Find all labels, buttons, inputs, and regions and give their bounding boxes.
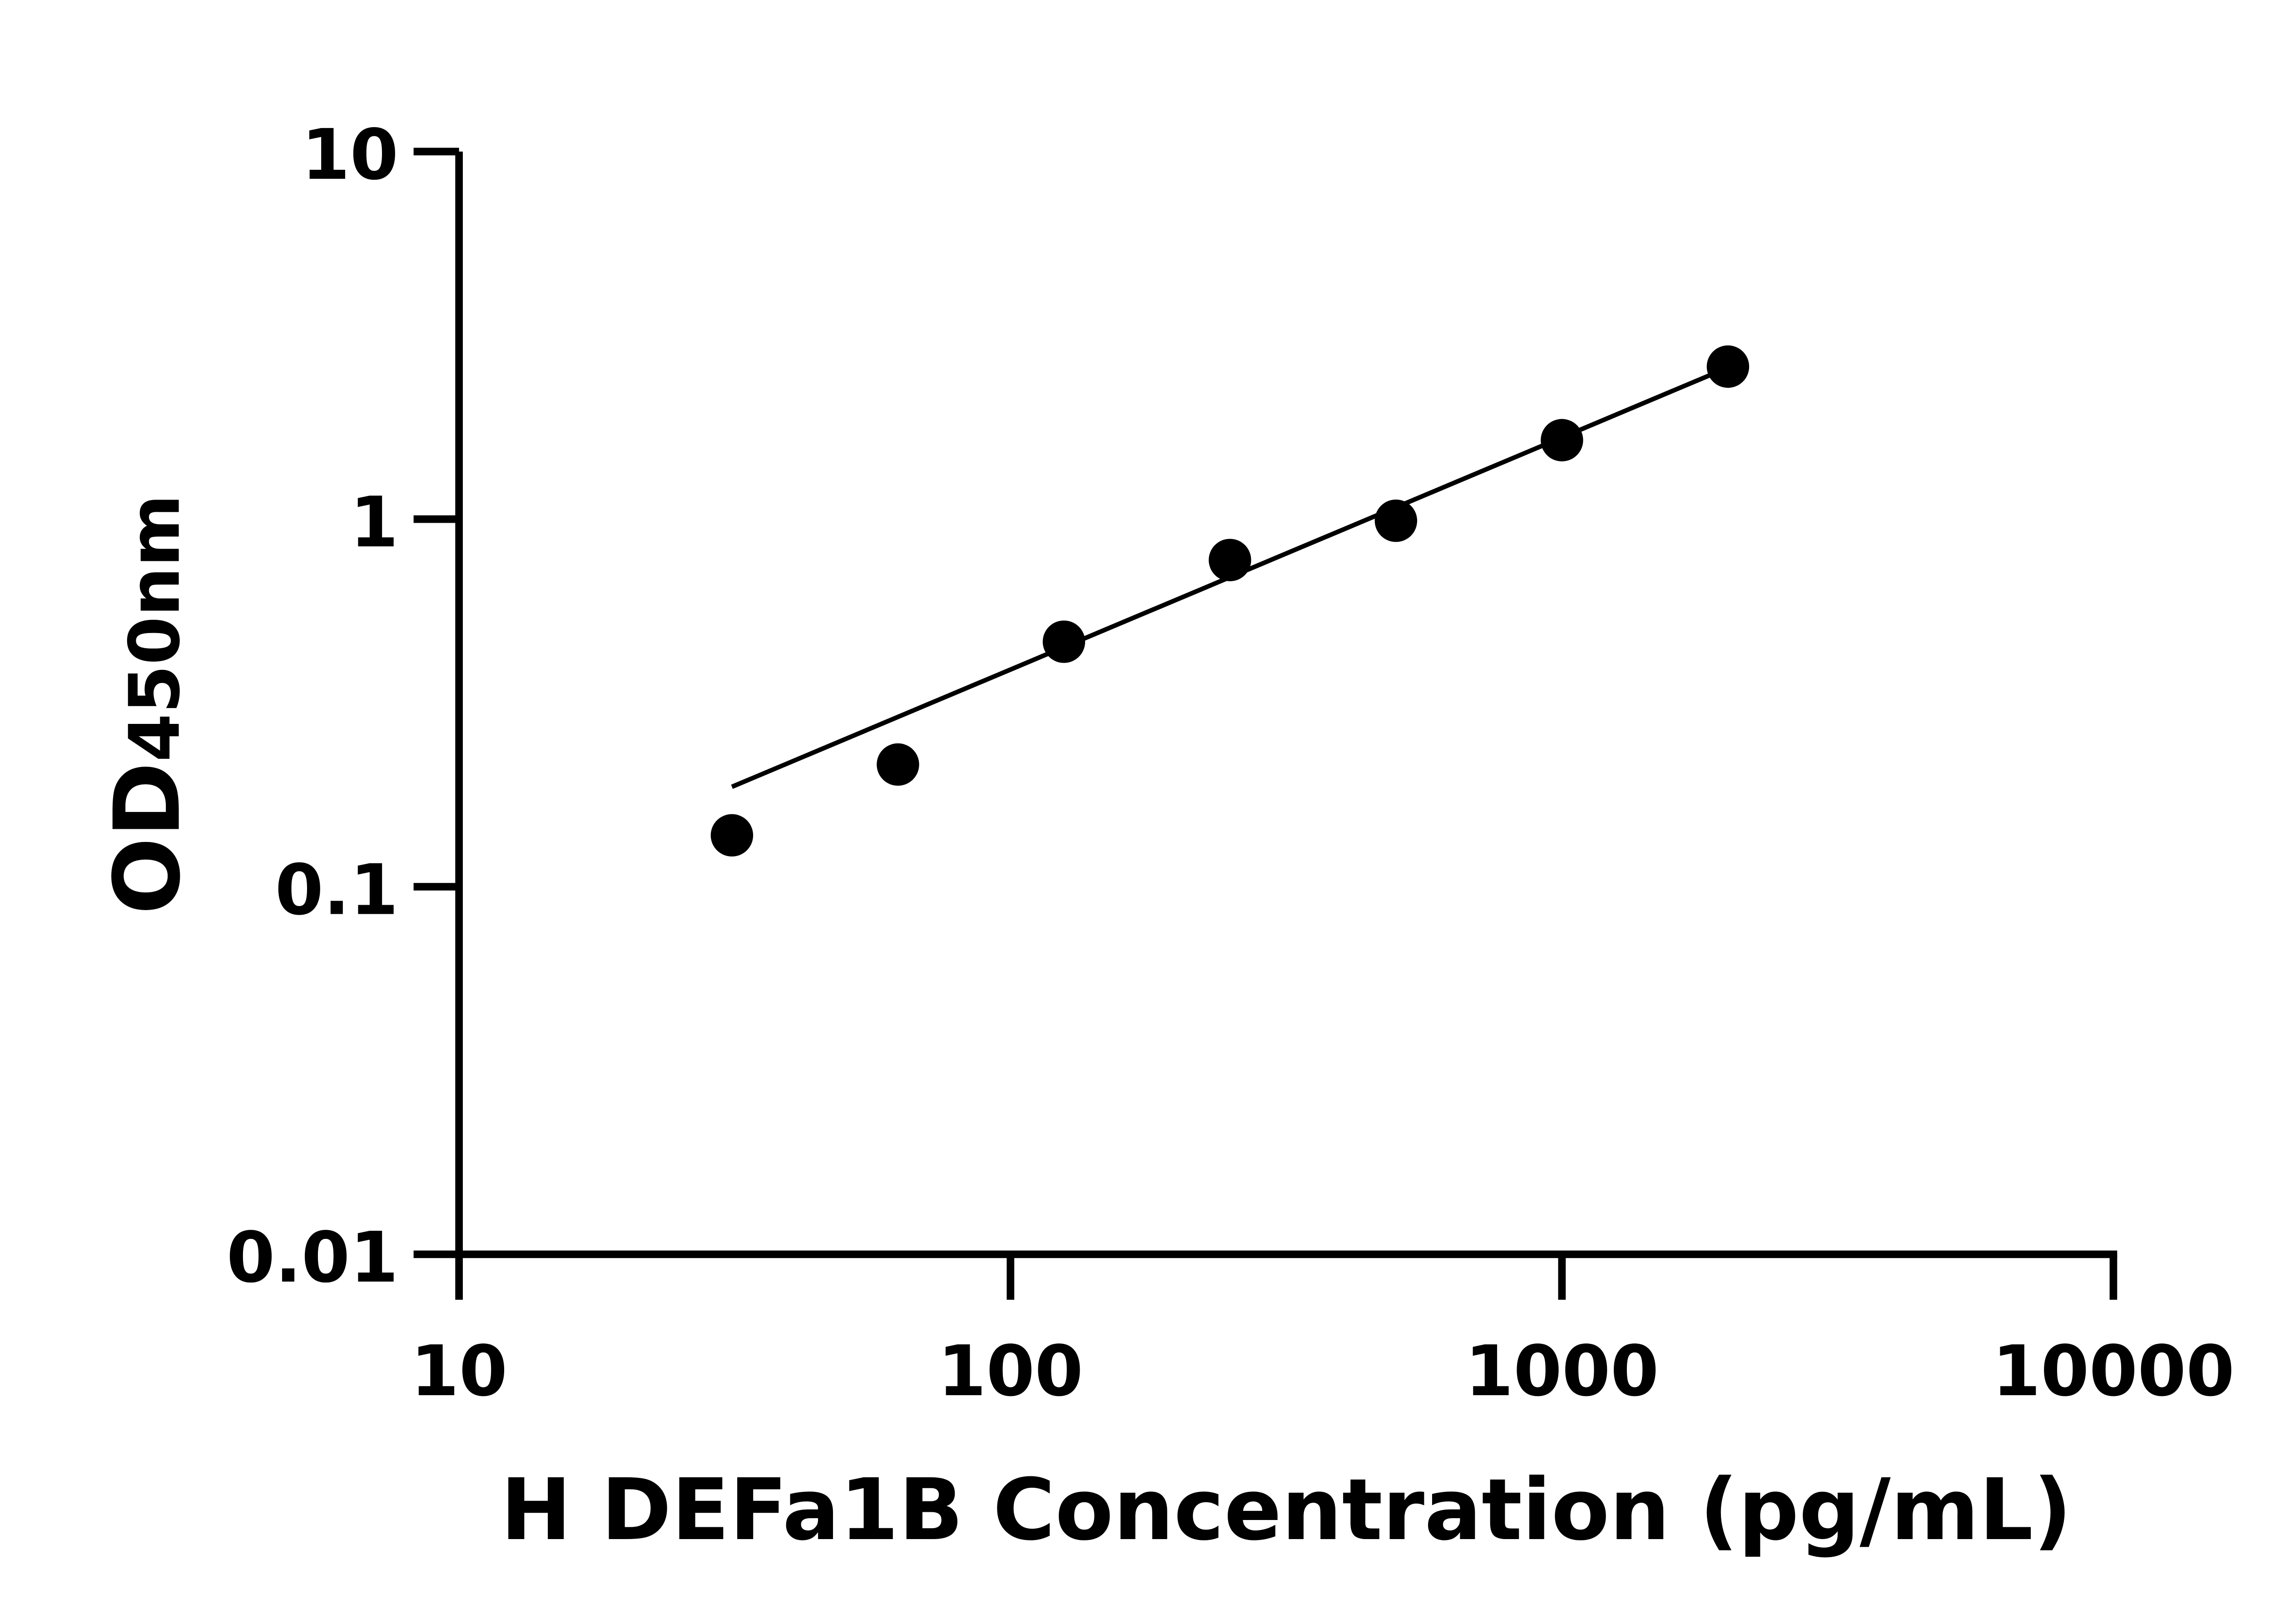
ticks: 10 100 1000 10000 0.01 0.1 1 10 bbox=[227, 115, 2235, 1412]
data-point bbox=[877, 743, 919, 786]
data-point bbox=[1374, 499, 1418, 542]
data-point bbox=[710, 814, 754, 857]
x-tick-label: 10000 bbox=[1992, 1331, 2235, 1412]
x-axis-label: H DEFa1B Concentration (pg/mL) bbox=[501, 1461, 2072, 1560]
y-tick-label: 0.01 bbox=[227, 1218, 399, 1298]
x-tick-label: 1000 bbox=[1465, 1331, 1659, 1412]
data-point bbox=[1209, 539, 1251, 581]
x-tick-label: 100 bbox=[938, 1331, 1083, 1412]
y-tick-label: 1 bbox=[350, 482, 398, 563]
y-axis-label: OD450nm bbox=[95, 494, 201, 915]
data-point bbox=[1042, 620, 1086, 663]
x-tick-label: 10 bbox=[411, 1331, 508, 1412]
data-point bbox=[1706, 345, 1750, 388]
y-axis-label-main: OD bbox=[95, 762, 201, 915]
y-tick-label: 10 bbox=[302, 115, 399, 196]
axes bbox=[455, 151, 2117, 1258]
y-axis-label-sub: 450nm bbox=[115, 494, 196, 762]
y-tick-label: 0.1 bbox=[275, 850, 398, 931]
data-point bbox=[1541, 419, 1583, 461]
marks bbox=[710, 345, 1750, 857]
